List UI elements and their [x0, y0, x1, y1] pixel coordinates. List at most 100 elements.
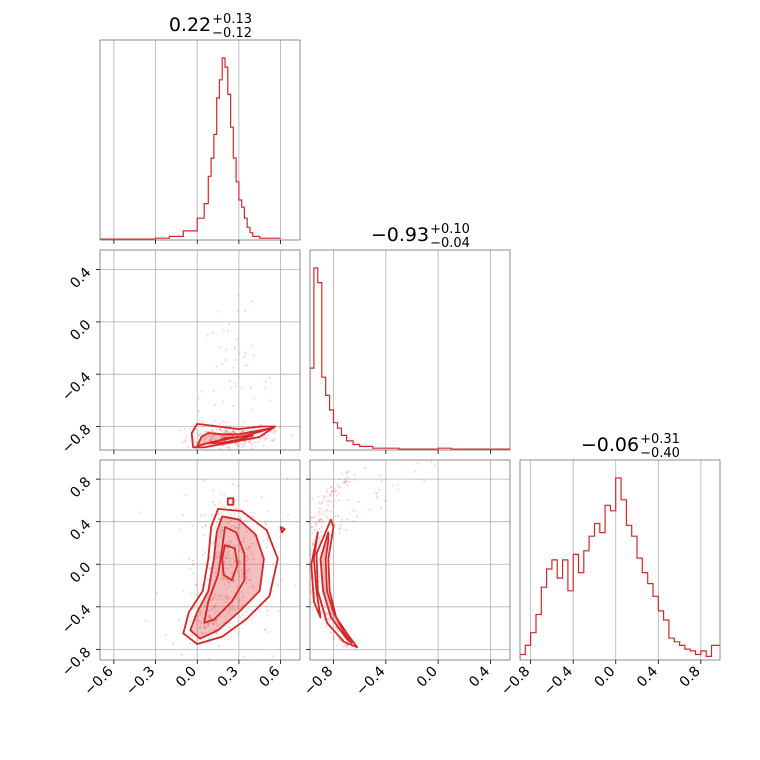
scatter-p2-p1-point-122 [318, 518, 321, 521]
scatter-p2-p0-point-129 [201, 526, 204, 529]
scatter-p2-p0-point-157 [199, 627, 202, 630]
scatter-p2-p0-point-186 [239, 560, 242, 563]
scatter-p1-p0-point-299 [250, 443, 253, 446]
scatter-p2-p1-point-192 [304, 584, 306, 586]
scatter-p2-p1-point-77 [351, 508, 354, 511]
scatter-p2-p1-point-181 [321, 522, 324, 525]
scatter-p2-p1-point-32 [322, 513, 325, 516]
scatter-p2-p0-point-170 [248, 578, 251, 581]
scatter-p2-p0-point-33 [219, 535, 222, 538]
scatter-p2-p0-contour-3 [221, 544, 239, 582]
scatter-p2-p0-point-178 [227, 638, 230, 641]
scatter-p1-p0-point-105 [237, 445, 240, 448]
scatter-p2-p1-point-55 [353, 473, 356, 476]
scatter-p2-p0-point-226 [251, 585, 254, 588]
scatter-p2-p0-point-400 [245, 516, 249, 519]
scatter-p2-p0-point-309 [227, 626, 230, 629]
scatter-p2-p0-point-126 [233, 608, 236, 611]
scatter-p1-p0-point-315 [268, 376, 271, 379]
scatter-p2-p0-point-244 [251, 552, 254, 555]
scatter-p2-p1-point-5 [334, 515, 337, 518]
scatter-p1-p0-point-186 [262, 444, 265, 447]
scatter-p1-p0-point-234 [241, 429, 244, 432]
scatter-p1-p0-point-93 [248, 440, 251, 443]
scatter-p2-p1-point-197 [311, 532, 314, 535]
scatter-p2-p0-point-318 [204, 632, 207, 635]
scatter-p1-p0-point-202 [209, 439, 212, 442]
title-median-2: −0.06 [581, 434, 639, 456]
scatter-p1-p0-point-294 [227, 431, 230, 434]
scatter-p2-p1-point-34 [429, 460, 433, 463]
scatter-p2-p0-point-166 [202, 603, 206, 606]
scatter-p2-p0-point-252 [227, 554, 230, 557]
scatter-p2-p0-point-199 [215, 552, 218, 555]
scatter-p1-p0-point-293 [212, 331, 215, 335]
scatter-p2-p0-point-354 [239, 616, 242, 619]
scatter-p2-p1-point-162 [325, 612, 328, 615]
scatter-p2-p0-point-143 [228, 606, 231, 609]
scatter-p2-p1-point-16 [329, 622, 332, 625]
scatter-p1-p0-point-69 [210, 430, 213, 433]
scatter-p2-p0-point-416 [237, 607, 240, 610]
scatter-p2-p0-point-349 [227, 633, 230, 637]
scatter-p2-p0-point-216 [214, 567, 218, 570]
scatter-p1-p0-point-213 [226, 430, 229, 433]
scatter-p2-p0-point-399 [266, 537, 269, 540]
scatter-p1-p0-point-298 [232, 366, 235, 369]
scatter-p2-p1-point-242 [318, 520, 321, 524]
scatter-p1-p0-point-316 [212, 434, 215, 437]
scatter-p2-p1-point-108 [310, 591, 313, 594]
scatter-p2-p0-point-315 [196, 638, 199, 641]
scatter-p2-p0-point-52 [241, 551, 244, 554]
scatter-p2-p1-point-183 [317, 514, 320, 517]
scatter-p2-p0-point-415 [235, 507, 238, 510]
scatter-p2-p1-point-46 [345, 480, 348, 483]
scatter-p2-p0-point-317 [203, 624, 206, 627]
scatter-p1-p0-point-74 [243, 444, 246, 447]
scatter-p2-p0-point-82 [225, 557, 228, 560]
scatter-p2-p1-point-244 [326, 617, 329, 620]
scatter-p2-p0-point-221 [236, 632, 239, 635]
scatter-p1-p0-point-274 [228, 431, 231, 434]
scatter-p2-p1-point-231 [346, 498, 349, 502]
scatter-p2-p0-point-58 [237, 572, 240, 575]
scatter-p1-p0-point-175 [154, 428, 157, 431]
scatter-p1-p0-point-323 [244, 351, 247, 354]
scatter-p2-p1-point-1 [353, 510, 356, 513]
scatter-p2-p0-point-346 [219, 615, 222, 618]
scatter-p2-p0-point-380 [180, 653, 183, 656]
scatter-p2-p0-point-343 [177, 618, 180, 621]
scatter-p2-p1-point-10 [338, 526, 341, 530]
scatter-p2-p0-point-277 [208, 614, 211, 617]
scatter-p1-p0-point-308 [236, 294, 239, 297]
scatter-p1-p0-point-47 [219, 428, 222, 432]
scatter-p2-p0-point-208 [217, 513, 221, 516]
scatter-p2-p0-point-184 [213, 604, 217, 608]
scatter-p2-p0-point-192 [245, 581, 248, 584]
scatter-p2-p1-point-69 [310, 589, 313, 592]
scatter-p2-p1-point-26 [310, 601, 313, 604]
scatter-p2-p1-point-218 [343, 481, 346, 484]
scatter-p2-p0-point-337 [189, 620, 192, 623]
scatter-p2-p0-point-197 [218, 552, 221, 555]
scatter-p2-p1-point-12 [337, 486, 340, 489]
panel-r1-c1 [309, 249, 511, 454]
scatter-p1-p0-point-135 [236, 441, 239, 444]
scatter-p2-p0-point-411 [242, 603, 245, 606]
xtick-label-p0-1: −0.3 [123, 664, 158, 699]
scatter-p1-p0-point-130 [235, 442, 238, 445]
scatter-p2-p1-point-49 [325, 490, 328, 494]
scatter-p1-p0-point-65 [229, 425, 232, 428]
scatter-p2-p0-point-202 [248, 546, 251, 549]
scatter-p1-p0-point-195 [233, 430, 236, 433]
scatter-p1-p0-point-297 [225, 348, 228, 351]
scatter-p2-p0-point-361 [231, 565, 234, 568]
scatter-p2-p1-point-120 [313, 515, 316, 519]
xtick-label-p2-1: −0.4 [541, 663, 576, 698]
scatter-p2-p0-point-377 [191, 524, 194, 527]
scatter-p2-p1-point-33 [329, 631, 333, 634]
scatter-p2-p0-point-124 [246, 556, 249, 559]
scatter-p1-p0-point-25 [219, 422, 222, 425]
scatter-p2-p0-point-75 [219, 493, 222, 496]
scatter-p2-p0-point-265 [213, 607, 216, 610]
